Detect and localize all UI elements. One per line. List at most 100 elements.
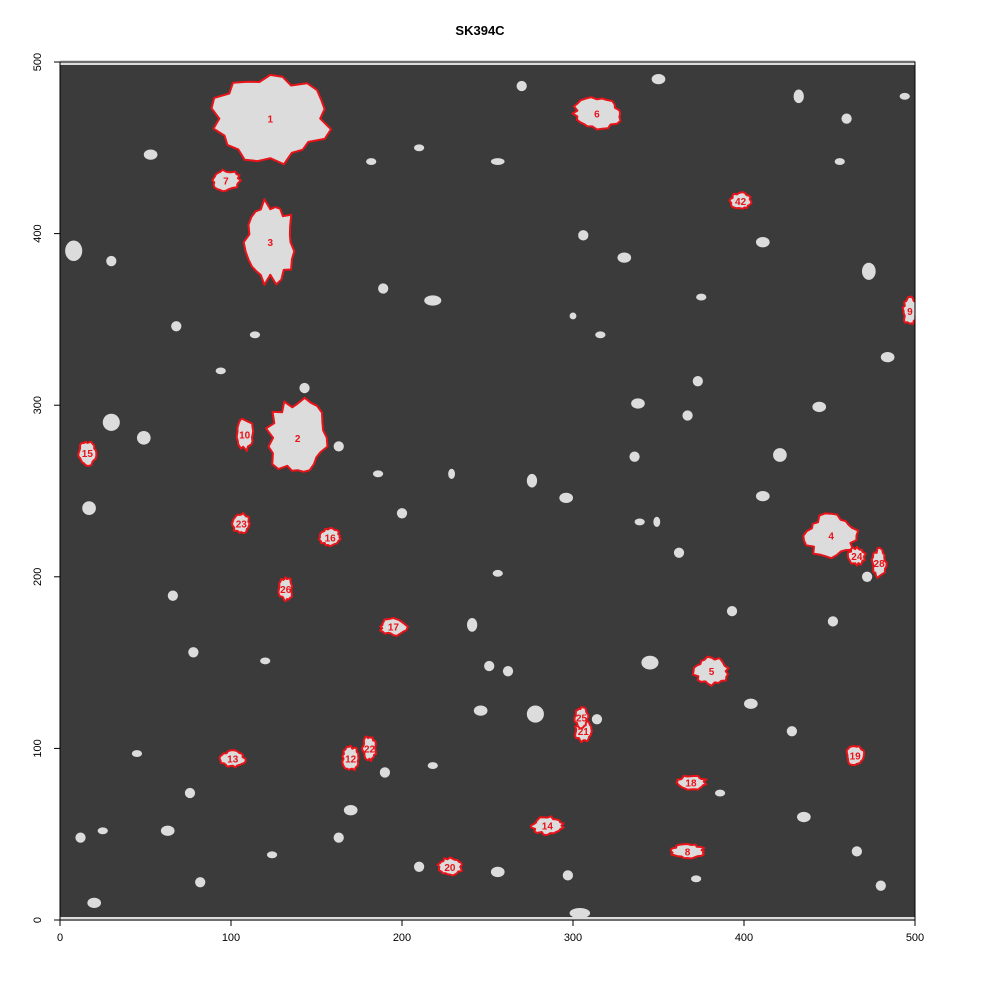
particle xyxy=(851,846,862,857)
region-22-label: 22 xyxy=(364,744,376,755)
x-tick-label: 200 xyxy=(393,932,411,944)
region-13-outline xyxy=(218,749,247,769)
particle xyxy=(424,295,442,306)
region-21-label: 21 xyxy=(578,727,590,738)
particle xyxy=(793,89,804,104)
plot-background xyxy=(60,62,915,920)
region-1-label: 1 xyxy=(268,115,274,126)
particle xyxy=(249,331,261,339)
particle xyxy=(167,590,178,601)
x-tick-label: 300 xyxy=(564,932,582,944)
particle xyxy=(861,262,876,280)
particle xyxy=(629,451,640,462)
particle xyxy=(65,240,83,262)
particle xyxy=(492,569,503,577)
region-19-label: 19 xyxy=(850,751,862,762)
region-14-outline xyxy=(529,815,565,836)
region-15-label: 15 xyxy=(82,449,94,460)
region-23-label: 23 xyxy=(236,520,248,531)
region-7-outline xyxy=(211,168,243,193)
particle xyxy=(502,666,514,677)
region-22-outline xyxy=(360,735,378,762)
region-18-outline xyxy=(675,774,708,791)
particle xyxy=(526,473,538,488)
particle xyxy=(591,714,603,725)
x-tick-label: 100 xyxy=(222,932,240,944)
particle xyxy=(562,870,573,881)
particle xyxy=(880,352,895,363)
particle xyxy=(171,321,182,332)
particle xyxy=(875,880,886,891)
region-10-label: 10 xyxy=(239,430,251,441)
x-tick-label: 0 xyxy=(57,932,63,944)
particle xyxy=(595,331,606,339)
particle xyxy=(755,237,770,248)
particle xyxy=(184,787,196,799)
region-28-label: 28 xyxy=(874,559,886,570)
region-2-outline xyxy=(265,396,329,473)
particle xyxy=(714,789,726,797)
particle xyxy=(526,705,544,723)
x-axis: 0 100 200 300 400 500 xyxy=(57,919,924,944)
particle xyxy=(578,230,589,241)
particle xyxy=(427,762,438,769)
region-7-label: 7 xyxy=(223,176,229,187)
region-16-label: 16 xyxy=(325,533,337,544)
y-tick-label: 300 xyxy=(32,396,44,414)
region-17-outline xyxy=(379,616,409,637)
particle xyxy=(755,491,770,502)
particle xyxy=(378,283,389,294)
particle xyxy=(106,255,117,267)
y-axis: 0 100 200 300 400 500 xyxy=(32,53,61,923)
particle xyxy=(260,657,271,665)
particle xyxy=(653,516,661,528)
region-15-outline xyxy=(77,440,98,467)
region-26-label: 26 xyxy=(280,585,292,596)
region-28-outline xyxy=(870,546,888,579)
y-tick-label: 100 xyxy=(32,739,44,757)
particle xyxy=(631,398,645,409)
particle xyxy=(379,767,391,778)
particle xyxy=(834,158,845,165)
particle xyxy=(773,448,787,462)
particle xyxy=(797,811,811,823)
particle xyxy=(75,832,86,843)
particle xyxy=(143,149,158,160)
y-tick-label: 200 xyxy=(32,568,44,586)
region-4-label: 4 xyxy=(828,532,834,543)
particle xyxy=(634,518,645,526)
region-20-outline xyxy=(436,856,463,877)
particle xyxy=(102,413,120,431)
region-3-outline xyxy=(242,198,296,286)
x-tick-label: 400 xyxy=(735,932,753,944)
region-24-label: 24 xyxy=(851,552,863,563)
region-4-outline xyxy=(802,512,860,560)
particle xyxy=(673,547,685,558)
region-1-outline xyxy=(210,73,332,166)
region-19-outline xyxy=(845,745,866,766)
region-9-outline xyxy=(901,295,915,325)
region-6-outline xyxy=(571,96,622,131)
particle xyxy=(131,750,143,757)
particle xyxy=(343,805,358,816)
particle xyxy=(516,80,527,92)
particle xyxy=(160,825,175,836)
particle xyxy=(682,410,693,421)
particle xyxy=(413,144,425,152)
particle xyxy=(82,501,96,516)
region-20-label: 20 xyxy=(444,863,456,874)
y-tick-label: 0 xyxy=(32,917,44,923)
region-12-label: 12 xyxy=(345,755,357,766)
particle xyxy=(841,113,852,124)
region-17-label: 17 xyxy=(388,623,400,634)
particle xyxy=(559,492,573,504)
region-26-outline xyxy=(277,576,294,603)
particle xyxy=(812,401,827,413)
region-8-label: 8 xyxy=(685,847,691,858)
particle xyxy=(490,158,505,165)
particle xyxy=(473,705,488,716)
region-2-label: 2 xyxy=(295,434,301,445)
region-6-label: 6 xyxy=(594,109,600,120)
particle xyxy=(651,74,666,85)
